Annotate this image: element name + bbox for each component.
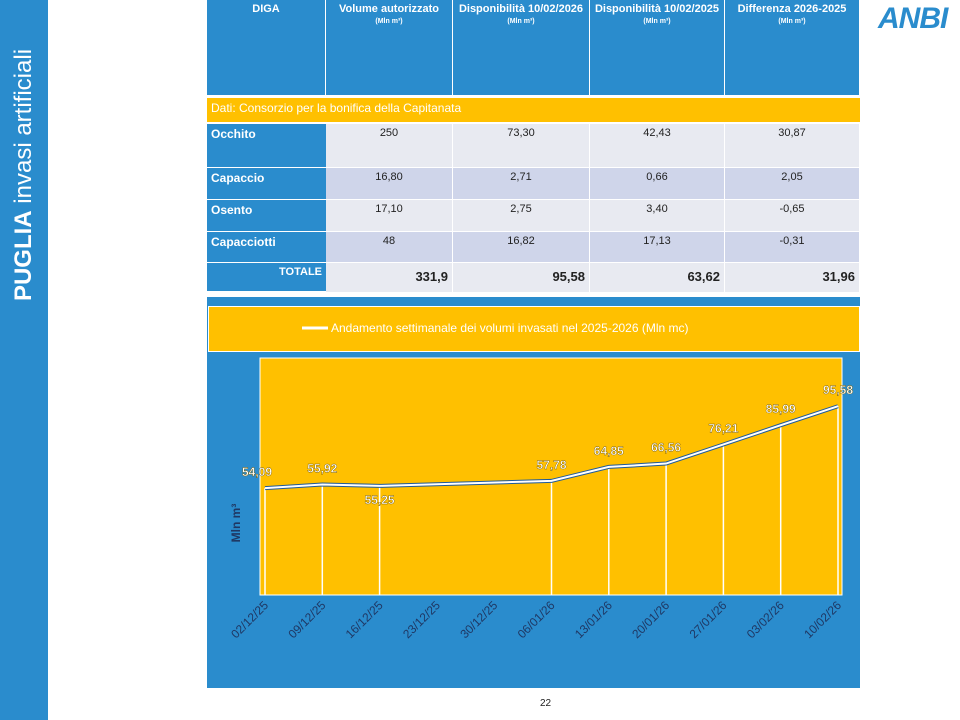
table-cell: 2,05 [725,168,860,200]
x-tick-label: 13/01/26 [572,598,615,641]
sidebar: PUGLIA invasi artificiali [0,0,48,720]
header-title: Disponibilità 10/02/2025 [594,3,720,15]
cell-text: 42,43 [643,127,671,139]
cell-text: 48 [382,235,396,247]
table-cell: Osento [207,200,326,232]
total-text: 63,62 [687,269,720,284]
header-title: DIGA [252,3,280,15]
value-label: 54,09 [242,465,272,479]
value-label: 55,92 [307,462,337,476]
cell-text: Occhito [211,127,256,141]
data-line-highlight [264,405,839,490]
total-text: TOTALE [279,266,322,278]
value-label: 64,85 [594,444,624,458]
header-unit: (Mln m³) [375,18,403,25]
cell-text: 2,71 [510,171,532,183]
table-cell: 48 [326,232,453,263]
table-cell: 73,30 [453,124,590,168]
cell-text: 17,10 [375,203,403,215]
table-cell: 16,80 [326,168,453,200]
header-cell: Disponibilità 10/02/2026 (Mln m³) [453,0,590,95]
total-cell: 95,58 [453,263,590,292]
x-tick-label: 30/12/25 [457,598,500,641]
cell-text: 17,13 [643,235,671,247]
table-cell: 17,13 [590,232,725,263]
header-title: Volume autorizzato [338,3,440,15]
page-number: 22 [540,698,552,709]
table-cell: 250 [326,124,453,168]
value-label: 55,25 [365,493,395,507]
table-cell: Occhito [207,124,326,168]
cell-text: 30,87 [778,127,806,139]
cell-text: 73,30 [507,127,535,139]
value-label: 57,78 [536,458,566,472]
source-text: Dati: Consorzio per la bonifica della Ca… [211,101,462,115]
total-text: 95,58 [552,269,585,284]
y-axis-label: Mln m³ [229,504,243,543]
x-tick-label: 27/01/26 [687,598,730,641]
table-cell: 3,40 [590,200,725,232]
header-title: Differenza 2026-2025 [737,3,847,15]
header-cell: Volume autorizzato (Mln m³) [326,0,453,95]
header-title: Disponibilità 10/02/2026 [458,3,584,15]
x-tick-label: 03/02/26 [744,598,787,641]
value-label: 85,99 [766,402,796,416]
total-cell: 63,62 [590,263,725,292]
table-cell: Capaccio [207,168,326,200]
source-row: Dati: Consorzio per la bonifica della Ca… [207,98,860,122]
value-label: 76,21 [708,421,738,435]
table-cell: 16,82 [453,232,590,263]
cell-text: Osento [211,203,253,217]
header-cell: DIGA [207,0,326,95]
table-cell: 0,66 [590,168,725,200]
table-cell: -0,65 [725,200,860,232]
table: DIGA Volume autorizzato (Mln m³) Disponibil… [207,0,860,292]
table-cell: -0,31 [725,232,860,263]
total-text: 31,96 [822,269,855,284]
table-cell: Capacciotti [207,232,326,263]
total-cell: 331,9 [326,263,453,292]
value-label: 66,56 [651,441,681,455]
cell-text: -0,31 [779,235,805,247]
cell-text: Capaccio [211,171,265,185]
cell-text: 16,82 [507,235,535,247]
header-unit: (Mln m³) [643,18,671,25]
x-tick-label: 10/02/26 [801,598,844,641]
cell-text: 2,05 [781,171,803,183]
table-cell: 2,71 [453,168,590,200]
x-tick-label: 06/01/26 [515,598,558,641]
legend-text: Andamento settimanale dei volumi invasat… [331,321,689,335]
cell-text: 2,75 [510,203,532,215]
cell-text: 0,66 [646,171,668,183]
cell-text: Capacciotti [211,235,276,249]
cell-text: -0,65 [779,203,805,215]
header-cell: Differenza 2026-2025 (Mln m³) [725,0,860,95]
total-text: 331,9 [415,269,448,284]
logo: ANBI [878,2,948,35]
header-cell: Disponibilità 10/02/2025 (Mln m³) [590,0,725,95]
x-tick-label: 02/12/25 [228,598,271,641]
table-cell: 2,75 [453,200,590,232]
total-cell: TOTALE [207,263,326,292]
cell-text: 16,80 [375,171,403,183]
table-cell: 30,87 [725,124,860,168]
total-cell: 31,96 [725,263,860,292]
x-tick-label: 09/12/25 [285,598,328,641]
table-cell: 17,10 [326,200,453,232]
header-unit: (Mln m³) [507,18,535,25]
x-tick-label: 16/12/25 [343,598,386,641]
table-cell: 42,43 [590,124,725,168]
x-tick-label: 23/12/25 [400,598,443,641]
x-tick-label: 20/01/26 [629,598,672,641]
cell-text: 3,40 [646,203,668,215]
cell-text: 250 [379,127,399,139]
value-label: 95,58 [823,383,853,397]
header-unit: (Mln m³) [778,18,806,25]
